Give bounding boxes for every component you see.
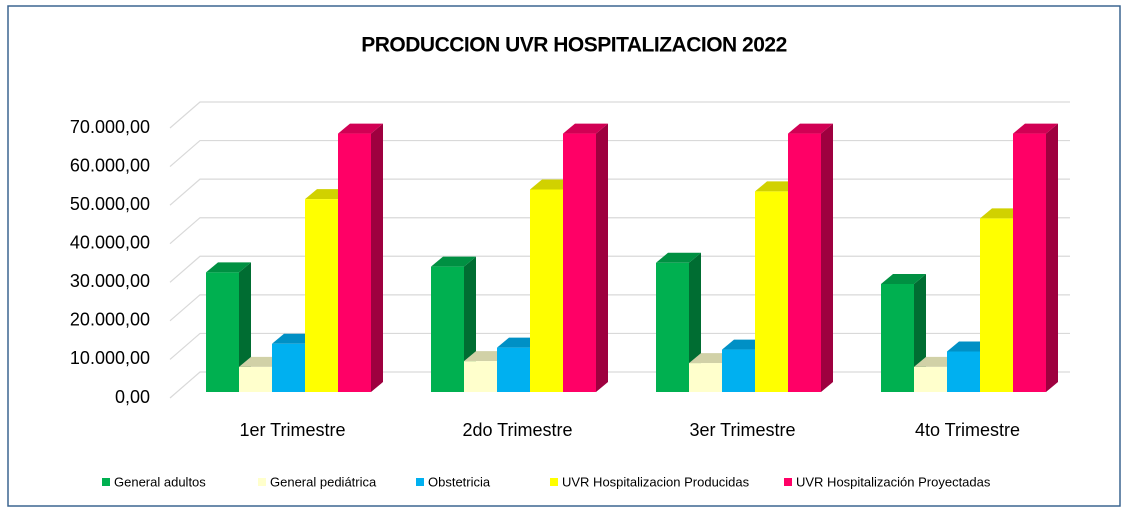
bar bbox=[563, 123, 608, 393]
bar-top bbox=[656, 252, 701, 263]
bar-front bbox=[338, 133, 371, 393]
bar-top bbox=[431, 256, 476, 267]
legend-label: Obstetricia bbox=[428, 474, 491, 489]
legend-swatch bbox=[416, 478, 424, 486]
bar-front bbox=[206, 272, 239, 392]
y-tick-label: 20.000,00 bbox=[70, 310, 150, 330]
bar-front bbox=[947, 351, 980, 392]
x-tick-label: 4to Trimestre bbox=[915, 420, 1020, 440]
bar-top bbox=[563, 123, 608, 134]
grid-line bbox=[169, 101, 1070, 129]
bar-front bbox=[656, 262, 689, 392]
bar bbox=[788, 123, 833, 393]
bar-top bbox=[788, 123, 833, 134]
y-tick-label: 70.000,00 bbox=[70, 117, 150, 137]
bar-front bbox=[239, 366, 272, 392]
bar-side bbox=[596, 123, 608, 393]
bar bbox=[1013, 123, 1058, 393]
bar-front bbox=[464, 361, 497, 392]
x-tick-label: 2do Trimestre bbox=[462, 420, 572, 440]
bar bbox=[656, 252, 701, 392]
legend-swatch bbox=[550, 478, 558, 486]
grid-line bbox=[169, 178, 1070, 206]
bar-front bbox=[980, 218, 1013, 392]
bar-front bbox=[689, 363, 722, 392]
bar-side bbox=[821, 123, 833, 393]
x-tick-label: 3er Trimestre bbox=[689, 420, 795, 440]
legend-swatch bbox=[258, 478, 266, 486]
legend-swatch bbox=[784, 478, 792, 486]
bar-front bbox=[788, 133, 821, 393]
bar-front bbox=[563, 133, 596, 393]
bar-top bbox=[1013, 123, 1058, 134]
bar-top bbox=[206, 262, 251, 273]
x-tick-label: 1er Trimestre bbox=[239, 420, 345, 440]
legend-label: UVR Hospitalización Proyectadas bbox=[796, 474, 991, 489]
bar-front bbox=[1013, 133, 1046, 393]
chart-title: PRODUCCION UVR HOSPITALIZACION 2022 bbox=[361, 34, 787, 57]
y-tick-label: 10.000,00 bbox=[70, 348, 150, 368]
bar bbox=[338, 123, 383, 393]
grid-line bbox=[169, 139, 1070, 168]
bar-top bbox=[338, 123, 383, 134]
bar-side bbox=[371, 123, 383, 393]
bar-front bbox=[272, 343, 305, 392]
y-tick-label: 0,00 bbox=[115, 387, 150, 407]
bar-front bbox=[755, 191, 788, 392]
bar-front bbox=[722, 349, 755, 392]
y-tick-label: 50.000,00 bbox=[70, 194, 150, 214]
y-tick-label: 60.000,00 bbox=[70, 155, 150, 175]
bar-front bbox=[497, 347, 530, 392]
legend-swatch bbox=[102, 478, 110, 486]
y-tick-label: 30.000,00 bbox=[70, 271, 150, 291]
bar-side bbox=[1046, 123, 1058, 393]
bar-front bbox=[305, 199, 338, 392]
bar-front bbox=[530, 189, 563, 392]
bar-top bbox=[881, 274, 926, 284]
bar-front bbox=[881, 284, 914, 392]
legend-label: UVR Hospitalizacion Producidas bbox=[562, 474, 750, 489]
bar-front bbox=[914, 366, 947, 392]
bar-front bbox=[431, 266, 464, 392]
y-tick-label: 40.000,00 bbox=[70, 232, 150, 252]
legend-label: General pediátrica bbox=[270, 474, 377, 489]
legend-label: General adultos bbox=[114, 474, 206, 489]
